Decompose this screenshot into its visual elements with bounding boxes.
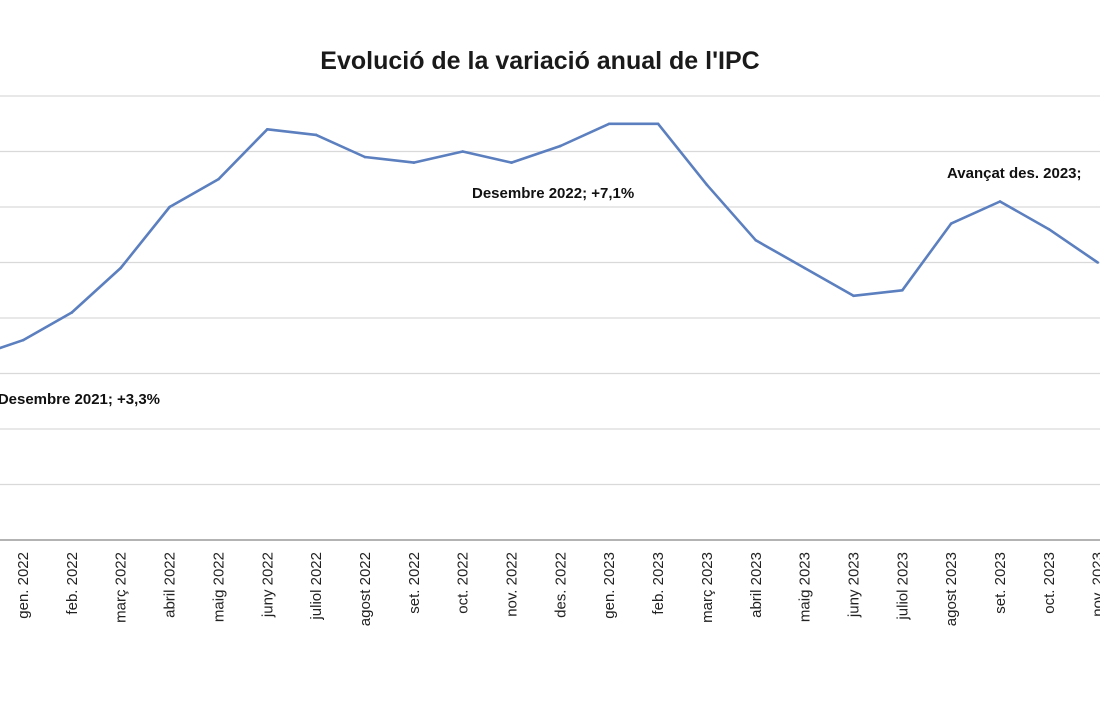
x-tick-label: feb. 2023 bbox=[650, 552, 667, 615]
x-tick-label: agost 2022 bbox=[357, 552, 374, 626]
x-tick-label: feb. 2022 bbox=[64, 552, 81, 615]
data-point bbox=[852, 294, 855, 298]
x-tick-label: maig 2023 bbox=[797, 552, 814, 622]
x-tick-label: abril 2023 bbox=[748, 552, 765, 618]
x-tick-label: oct. 2023 bbox=[1041, 552, 1058, 614]
x-tick-label: maig 2022 bbox=[210, 552, 227, 622]
x-tick-label: agost 2023 bbox=[943, 552, 960, 626]
x-tick-label: març 2023 bbox=[699, 552, 716, 623]
x-tick-label: març 2022 bbox=[113, 552, 130, 623]
x-tick-label: des. 2022 bbox=[552, 552, 569, 618]
data-point bbox=[803, 266, 806, 270]
data-point bbox=[70, 311, 74, 314]
x-tick-label: nov. 2023 bbox=[1090, 552, 1100, 617]
data-point bbox=[607, 122, 611, 126]
data-point bbox=[461, 150, 464, 153]
x-tick-label: gen. 2022 bbox=[15, 552, 32, 619]
annotation-dec-2022: Desembre 2022; +7,1% bbox=[472, 185, 634, 202]
data-point bbox=[559, 144, 562, 148]
data-point bbox=[1096, 261, 1099, 264]
gridlines bbox=[0, 95, 1100, 541]
data-point bbox=[363, 155, 367, 159]
annotation-dec-2021: Desembre 2021; +3,3% bbox=[0, 391, 160, 408]
x-tick-label: abril 2022 bbox=[162, 552, 179, 618]
x-tick-label: juny 2023 bbox=[845, 552, 862, 618]
x-tick-label: juliol 2022 bbox=[308, 552, 325, 621]
series-line bbox=[0, 122, 1099, 350]
data-point bbox=[656, 122, 660, 126]
data-point bbox=[510, 161, 513, 164]
x-tick-label: set. 2022 bbox=[406, 552, 423, 614]
x-tick-label: juny 2022 bbox=[259, 552, 276, 618]
data-point bbox=[119, 266, 122, 270]
data-point bbox=[901, 288, 904, 292]
data-point bbox=[314, 133, 318, 137]
chart-title: Evolució de la variació anual de l'IPC bbox=[320, 47, 759, 75]
x-tick-labels: gen. 2022 feb. 2022 març 2022 abril 2022 mai… bbox=[15, 552, 1100, 626]
x-tick-label: oct. 2022 bbox=[455, 552, 472, 614]
data-point bbox=[412, 161, 416, 164]
data-point bbox=[949, 222, 953, 225]
data-point bbox=[217, 177, 220, 181]
data-point bbox=[705, 183, 709, 187]
x-tick-label: nov. 2022 bbox=[504, 552, 521, 617]
data-point bbox=[265, 128, 269, 131]
x-tick-label: juliol 2023 bbox=[894, 552, 911, 621]
data-point bbox=[1047, 227, 1051, 231]
data-point bbox=[998, 200, 1002, 203]
x-tick-label: set. 2023 bbox=[992, 552, 1009, 614]
data-point bbox=[168, 205, 171, 209]
data-point bbox=[754, 239, 758, 242]
annotation-dec-2023: Avançat des. 2023; bbox=[947, 165, 1082, 182]
x-tick-label: gen. 2023 bbox=[601, 552, 618, 619]
ipc-series-line bbox=[0, 122, 1099, 350]
data-point bbox=[21, 338, 25, 342]
